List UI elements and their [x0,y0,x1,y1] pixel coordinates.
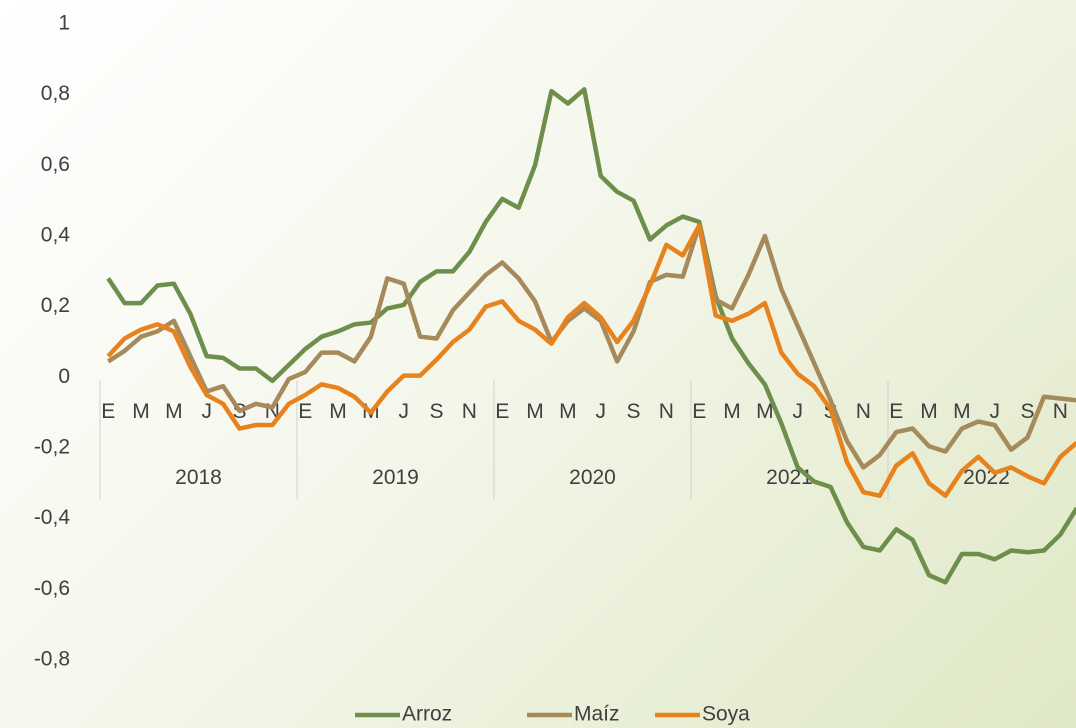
y-tick-label: -0,4 [34,506,71,529]
series-line [106,87,1076,585]
x-tick-label: M [953,400,971,423]
y-tick-label: -0,2 [34,436,70,459]
series-line [106,223,1076,498]
x-tick-label: M [329,400,347,423]
x-tick-label: S [430,400,444,423]
y-tick-label: 1 [58,12,70,35]
x-tick-label: N [856,400,871,423]
year-label: 2020 [569,466,616,489]
x-tick-label: E [101,400,115,423]
y-tick-label: 0,2 [41,294,70,317]
x-tick-label: E [298,400,312,423]
x-tick-label: E [889,400,903,423]
y-tick-label: 0,8 [41,82,70,105]
legend-label: Maíz [574,703,620,726]
x-tick-label: S [1021,400,1035,423]
y-tick-label: -0,6 [34,577,70,600]
x-tick-label: M [132,400,150,423]
x-tick-label: M [756,400,774,423]
series-line [106,223,1076,470]
x-tick-label: M [723,400,741,423]
x-tick-label: S [627,400,641,423]
x-tick-label: N [1053,400,1068,423]
y-tick-label: 0 [58,365,70,388]
x-tick-label: J [201,400,212,423]
legend-label: Soya [702,703,750,726]
x-tick-label: J [989,400,1000,423]
x-tick-label: N [659,400,674,423]
x-tick-label: M [526,400,544,423]
x-tick-label: J [595,400,606,423]
x-tick-label: J [398,400,409,423]
x-tick-label: M [165,400,183,423]
x-tick-label: N [462,400,477,423]
x-tick-label: J [792,400,803,423]
y-tick-label: 0,4 [41,224,71,247]
year-label: 2018 [175,466,222,489]
x-tick-label: M [559,400,577,423]
legend-label: Arroz [402,703,452,726]
y-tick-label: 0,6 [41,153,70,176]
x-tick-label: E [495,400,509,423]
x-tick-label: M [920,400,938,423]
x-tick-label: E [692,400,706,423]
y-tick-label: -0,8 [34,648,70,671]
year-label: 2019 [372,466,419,489]
